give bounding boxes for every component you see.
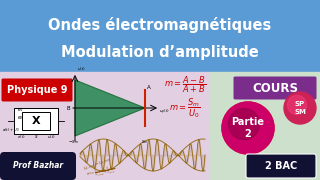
Text: Prof Bazhar: Prof Bazhar bbox=[13, 161, 63, 170]
Text: $e_2$: $e_2$ bbox=[17, 114, 24, 122]
Circle shape bbox=[222, 102, 274, 154]
Text: A: A bbox=[147, 85, 151, 90]
FancyBboxPatch shape bbox=[234, 76, 316, 100]
FancyBboxPatch shape bbox=[246, 154, 316, 178]
Text: $e(t)$: $e(t)$ bbox=[18, 133, 27, 140]
Text: $e_1$: $e_1$ bbox=[17, 106, 24, 114]
Text: $m = \dfrac{S_m}{U_0}$: $m = \dfrac{S_m}{U_0}$ bbox=[169, 96, 201, 120]
Text: $S_m$: $S_m$ bbox=[141, 138, 148, 146]
Text: $u(t)$: $u(t)$ bbox=[77, 65, 86, 72]
Text: 2 BAC: 2 BAC bbox=[265, 161, 297, 171]
Text: $u(t)$: $u(t)$ bbox=[47, 133, 57, 140]
Text: $u_p(t)$: $u_p(t)$ bbox=[159, 107, 170, 116]
FancyBboxPatch shape bbox=[0, 152, 76, 180]
Bar bbox=[14, 108, 58, 134]
Text: $a(t)+U_0$: $a(t)+U_0$ bbox=[2, 126, 20, 134]
Text: $m=\frac{U_{s,max}-U_{s,min}}{U_{s,max}+U_{s,min}}$: $m=\frac{U_{s,max}-U_{s,min}}{U_{s,max}+… bbox=[85, 164, 116, 180]
Circle shape bbox=[222, 102, 274, 154]
Bar bbox=[210, 72, 320, 180]
Text: $U_{s,max}-U_{s,min}$: $U_{s,max}-U_{s,min}$ bbox=[82, 156, 112, 173]
Text: Modulation d’amplitude: Modulation d’amplitude bbox=[61, 44, 259, 60]
Bar bbox=[0, 72, 210, 180]
Text: B: B bbox=[66, 105, 70, 111]
Circle shape bbox=[228, 108, 260, 140]
Text: X: X bbox=[32, 116, 40, 126]
Text: Partie
2: Partie 2 bbox=[231, 117, 265, 139]
Circle shape bbox=[222, 102, 274, 154]
Text: Ondes électromagnétiques: Ondes électromagnétiques bbox=[48, 17, 272, 33]
Circle shape bbox=[284, 92, 316, 124]
Text: $-S_m$: $-S_m$ bbox=[68, 138, 78, 146]
FancyBboxPatch shape bbox=[2, 78, 73, 102]
Polygon shape bbox=[75, 80, 145, 136]
Text: Physique 9: Physique 9 bbox=[7, 85, 67, 95]
Circle shape bbox=[287, 95, 307, 115]
Bar bbox=[22, 112, 50, 130]
Text: SP
SM: SP SM bbox=[294, 101, 306, 115]
Bar bbox=[0, 0, 320, 72]
Text: COURS: COURS bbox=[252, 82, 298, 94]
Text: $m = \dfrac{A-B}{A+B}$: $m = \dfrac{A-B}{A+B}$ bbox=[164, 75, 206, 95]
Text: $s$: $s$ bbox=[34, 133, 38, 140]
Circle shape bbox=[222, 102, 274, 154]
